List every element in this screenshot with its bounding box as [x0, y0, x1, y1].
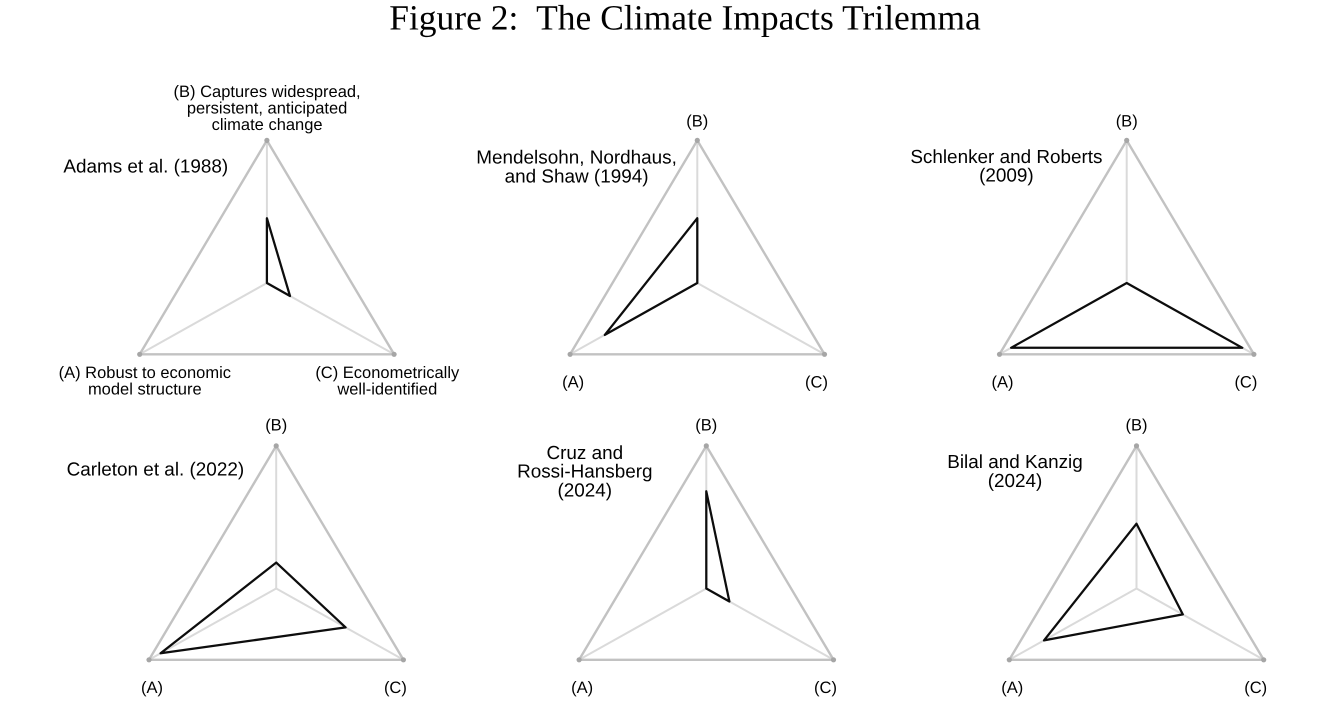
svg-text:(A): (A): [992, 374, 1014, 392]
svg-text:model structure: model structure: [88, 380, 202, 398]
svg-text:Adams et al. (1988): Adams et al. (1988): [63, 157, 228, 178]
svg-text:(B): (B): [265, 417, 287, 435]
svg-text:(C): (C): [1234, 374, 1257, 392]
svg-text:and Shaw (1994): and Shaw (1994): [505, 166, 649, 187]
svg-text:climate change: climate change: [212, 116, 323, 134]
svg-text:(2009): (2009): [979, 165, 1034, 186]
svg-text:(A): (A): [571, 679, 593, 697]
svg-text:(2024): (2024): [557, 480, 612, 501]
svg-text:well-identified: well-identified: [336, 380, 437, 398]
svg-text:(C): (C): [814, 679, 837, 697]
svg-text:Rossi-Hansberg: Rossi-Hansberg: [517, 462, 652, 483]
svg-text:(A): (A): [562, 374, 584, 392]
svg-text:Mendelsohn, Nordhaus,: Mendelsohn, Nordhaus,: [476, 147, 677, 168]
svg-text:(B): (B): [1116, 112, 1138, 130]
svg-text:(A): (A): [1001, 679, 1023, 697]
svg-text:Bilal and Kanzig: Bilal and Kanzig: [947, 452, 1082, 473]
svg-text:(C): (C): [1244, 679, 1267, 697]
svg-text:(B): (B): [686, 112, 708, 130]
svg-text:(A): (A): [141, 679, 163, 697]
svg-text:Cruz and: Cruz and: [546, 443, 623, 464]
svg-text:(B): (B): [1126, 417, 1148, 435]
svg-text:Schlenker and Roberts: Schlenker and Roberts: [910, 147, 1102, 168]
svg-text:(B) Captures widespread,: (B) Captures widespread,: [174, 83, 361, 101]
svg-text:(C): (C): [384, 679, 407, 697]
svg-text:(B): (B): [695, 417, 717, 435]
svg-text:Figure 2: The Climate Impacts: Figure 2: The Climate Impacts Trilemma: [389, 0, 981, 37]
svg-text:(2024): (2024): [988, 471, 1043, 492]
svg-text:Carleton et al. (2022): Carleton et al. (2022): [67, 460, 244, 481]
svg-text:(C): (C): [805, 374, 828, 392]
svg-text:(C) Econometrically: (C) Econometrically: [315, 364, 460, 382]
svg-text:persistent, anticipated: persistent, anticipated: [187, 100, 348, 118]
svg-text:(A) Robust to economic: (A) Robust to economic: [59, 364, 231, 382]
